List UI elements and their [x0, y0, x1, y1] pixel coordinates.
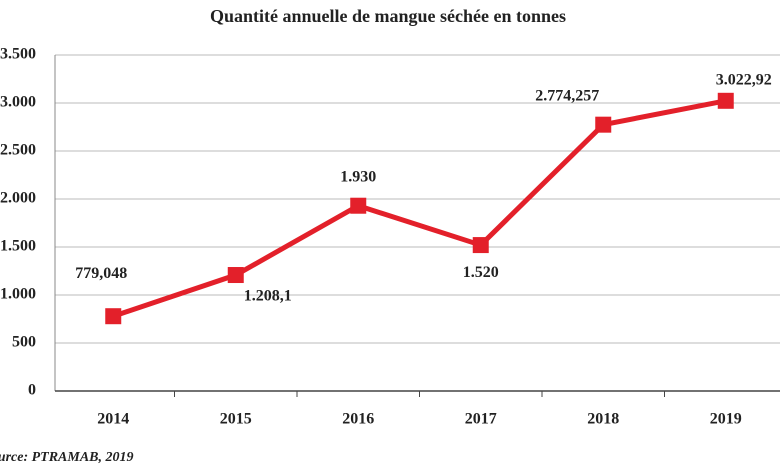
value-label: 1.208,1 — [244, 288, 292, 305]
y-tick-label: 3.500 — [0, 46, 36, 63]
marker — [227, 267, 244, 284]
value-label: 1.520 — [463, 264, 499, 281]
x-tick-label: 2015 — [220, 411, 252, 428]
value-label: 3.022,92 — [716, 71, 772, 88]
value-label: 1.930 — [340, 168, 376, 185]
x-tick-label: 2014 — [97, 411, 129, 428]
y-tick-label: 2.000 — [0, 190, 36, 207]
value-label: 2.774,257 — [535, 87, 599, 104]
marker — [105, 308, 122, 325]
x-tick-label: 2017 — [465, 411, 497, 428]
y-tick-label: 3.000 — [0, 94, 36, 111]
y-tick-label: 1.000 — [0, 286, 36, 303]
x-tick-label: 2018 — [587, 411, 619, 428]
marker — [717, 92, 734, 109]
chart-title: Quantité annuelle de mangue séchée en to… — [210, 6, 566, 26]
y-tick-label: 500 — [12, 334, 36, 351]
x-tick-label: 2019 — [710, 411, 742, 428]
marker — [595, 116, 612, 133]
x-tick-label: 2016 — [342, 411, 374, 428]
data-line — [112, 98, 727, 319]
source-note: Source: PTRAMAB, 2019 — [0, 450, 134, 465]
marker — [350, 197, 367, 214]
y-tick-label: 0 — [28, 382, 36, 399]
value-label: 779,048 — [75, 265, 127, 282]
y-tick-label: 2.500 — [0, 142, 36, 159]
marker — [472, 237, 489, 254]
y-tick-label: 1.500 — [0, 238, 36, 255]
